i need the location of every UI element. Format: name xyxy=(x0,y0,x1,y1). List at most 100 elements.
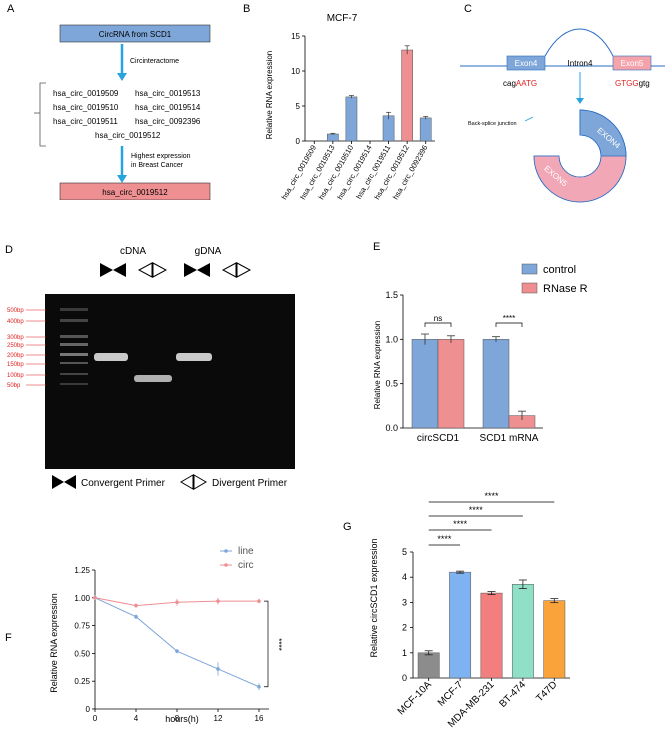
exon5-box xyxy=(612,55,652,71)
divergent-primer-icon xyxy=(137,262,168,278)
bar xyxy=(543,600,566,679)
y-tick-label: 0 xyxy=(402,673,407,683)
right-sequence: GTGGgtg xyxy=(615,79,650,88)
panel-e-letter: E xyxy=(373,241,380,253)
bar xyxy=(417,652,440,679)
exon5-label: Exon5 xyxy=(621,59,644,68)
panel-f-chart: F Relative RNA expression hours(h) 0 0.25… xyxy=(5,546,283,724)
data-point xyxy=(134,614,138,619)
chart-title: MCF-7 xyxy=(327,13,358,24)
left-sequence: cagAATG xyxy=(503,79,537,88)
panel-d-gel: D cDNA gDNA 500bp 400bp 300bp 250bp 200bp 150… xyxy=(5,244,295,490)
panel-c-diagram: C Exon4 Exon5 Intron4 cagAATG GTGGgtg EX… xyxy=(460,3,665,203)
bar xyxy=(482,339,510,429)
y-axis-label: Relative circSCD1 expression xyxy=(369,538,379,657)
panel-f: F Relative RNA expression hours(h) 0 0.25… xyxy=(0,505,300,735)
ladder-label: 500bp xyxy=(7,308,24,314)
ladder-label: 300bp xyxy=(7,335,24,341)
x-tick-label: SCD1 mRNA xyxy=(480,433,539,444)
panel-f-letter: F xyxy=(5,632,12,644)
panel-a: A CircRNA from SCD1 Circinteractome hsa_… xyxy=(0,0,215,201)
ladder-label: 200bp xyxy=(7,353,24,359)
top-box xyxy=(59,24,211,43)
legend-label: control xyxy=(543,264,576,276)
panel-b: B MCF-7 Relative RNA expression 0 5 10 15 hs… xyxy=(240,0,440,225)
x-tick-label: T47D xyxy=(534,679,559,704)
gdna-label: gDNA xyxy=(195,246,222,257)
significance-label: **** xyxy=(484,491,499,501)
bar xyxy=(382,115,395,142)
legend-label: line xyxy=(238,546,254,557)
y-tick-label: 1 xyxy=(402,648,407,658)
y-tick-label: 15 xyxy=(291,32,300,41)
data-point xyxy=(216,667,220,671)
y-tick-label: 3 xyxy=(402,597,407,607)
significance-bracket xyxy=(495,322,523,327)
x-tick-label: 0 xyxy=(93,714,98,723)
legend-marker xyxy=(224,549,228,553)
legend-swatch xyxy=(521,263,538,275)
bottom-box-label: hsa_circ_0019512 xyxy=(102,188,168,197)
right-seq-lower: gtg xyxy=(639,79,650,88)
y-tick-label: 0 xyxy=(296,137,301,146)
y-tick-label: 0 xyxy=(86,705,91,714)
band-cdna-divergent xyxy=(134,375,172,382)
panel-b-chart: B MCF-7 Relative RNA expression 051015hs… xyxy=(243,3,435,201)
y-tick-label: 0.5 xyxy=(385,379,398,389)
x-axis-label: hours(h) xyxy=(165,714,199,724)
circ-item: hsa_circ_0019510 xyxy=(53,103,119,112)
ladder-label: 400bp xyxy=(7,319,24,325)
bar xyxy=(401,49,413,142)
arrow-c-head xyxy=(576,98,584,104)
junction-label: Back-splice junction xyxy=(468,121,517,127)
circ-item: hsa_circ_0019509 xyxy=(53,89,119,98)
significance-label: **** xyxy=(274,638,283,650)
bars-group: 0.0 0.5 1.0 1.5 circSCD1 ns SCD1 mRNA **** contr… xyxy=(385,263,588,444)
convergent-primer-icon xyxy=(100,263,126,277)
panel-d: D cDNA gDNA 500bp 400bp 300bp 250bp 200bp 150… xyxy=(0,238,300,500)
legend-label: circ xyxy=(238,560,254,571)
significance-label: **** xyxy=(503,314,515,323)
x-tick-label: 8 xyxy=(175,714,180,723)
x-tick-label: MCF-10A xyxy=(396,679,434,717)
circ-item: hsa_circ_0019513 xyxy=(135,89,201,98)
y-tick-label: 0.25 xyxy=(74,677,90,686)
y-tick-label: 5 xyxy=(402,547,407,557)
bars-group: 051015hsa_circ_0019509hsa_circ_0019513hs… xyxy=(280,32,435,201)
arrow-2-head xyxy=(117,175,127,183)
x-tick-label: 4 xyxy=(134,714,139,723)
y-tick-label: 0.75 xyxy=(74,622,90,631)
panel-g: G Relative circSCD1 expression 0 1 2 3 4 5 MCF… xyxy=(330,480,630,745)
list-bracket xyxy=(39,82,46,147)
divergent-primer-icon xyxy=(221,262,252,278)
y-tick-label: 1.5 xyxy=(385,290,398,300)
panel-c-letter: C xyxy=(464,3,472,15)
panel-e-chart: E Relative RNA expression 0.0 0.5 1.0 1.5 ci… xyxy=(373,241,588,444)
significance-bracket xyxy=(264,600,269,688)
x-tick-label: 12 xyxy=(214,714,223,723)
circ-item: hsa_circ_0092396 xyxy=(135,117,201,126)
significance-label: ns xyxy=(434,314,442,323)
cdna-label: cDNA xyxy=(120,246,146,257)
intron-label: Intron4 xyxy=(568,59,593,68)
band-cdna-convergent xyxy=(94,353,128,361)
significance-label: **** xyxy=(453,519,468,529)
ladder-labels: 500bp 400bp 300bp 250bp 200bp 150bp 100bp 50bp xyxy=(7,308,46,389)
y-tick-label: 1.0 xyxy=(385,334,398,344)
legend-label: RNase R xyxy=(543,283,588,295)
significance-label: **** xyxy=(469,505,484,515)
circ-item: hsa_circ_0019514 xyxy=(135,103,201,112)
data-point xyxy=(134,603,138,608)
exon4-box xyxy=(506,55,546,71)
bar xyxy=(327,133,339,142)
panel-g-chart: G Relative circSCD1 expression 0 1 2 3 4 5 MCF… xyxy=(343,491,570,730)
y-tick-label: 10 xyxy=(291,67,300,76)
bar xyxy=(480,592,503,679)
y-tick-label: 4 xyxy=(402,572,407,582)
y-axis-label: Relative RNA expression xyxy=(265,51,274,139)
bar xyxy=(449,571,472,679)
convergent-primer-icon xyxy=(184,263,210,277)
y-tick-label: 0.0 xyxy=(385,423,398,433)
data-point xyxy=(257,599,261,603)
